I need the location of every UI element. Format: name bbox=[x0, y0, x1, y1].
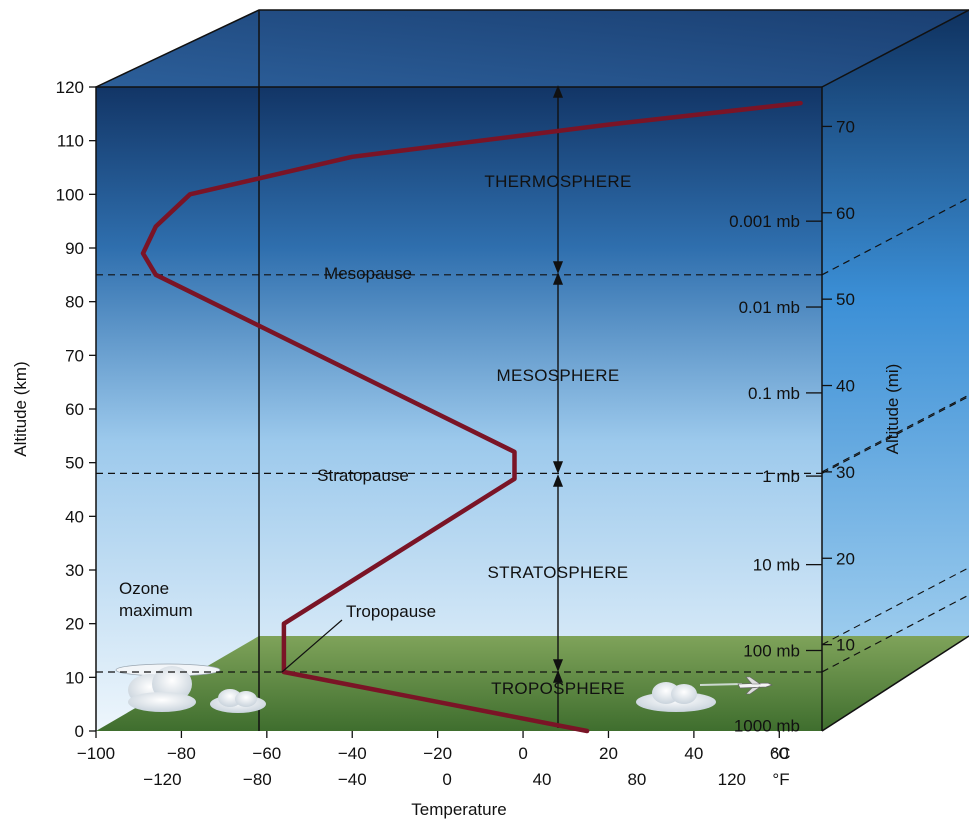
x-tick-label-c-2: −60 bbox=[252, 744, 281, 763]
layer-arrow bbox=[552, 85, 564, 728]
mile-side-line-1 bbox=[821, 394, 969, 473]
layer-label-thermosphere: THERMOSPHERE bbox=[484, 172, 631, 191]
pressure-label-1: 0.01 mb bbox=[739, 298, 800, 317]
tropopause-leader-line bbox=[281, 619, 343, 673]
y-tick-label-mi-6: 70 bbox=[836, 117, 855, 136]
layer-label-stratosphere: STRATOSPHERE bbox=[488, 563, 629, 582]
box-top-face bbox=[96, 10, 969, 87]
x-tick-label-c-3: −40 bbox=[338, 744, 367, 763]
cloud-small bbox=[210, 689, 266, 713]
box-top-outline bbox=[95, 9, 969, 88]
x-tick-label-f-4: 40 bbox=[533, 770, 552, 789]
y-tick-label-mi-3: 40 bbox=[836, 377, 855, 396]
pressure-label-3: 1 mb bbox=[762, 467, 800, 486]
pressure-label-5: 100 mb bbox=[743, 642, 800, 661]
layer-label-troposphere: TROPOSPHERE bbox=[491, 679, 625, 698]
y-tick-label-km-10: 100 bbox=[56, 185, 84, 204]
x-tick-label-f-5: 80 bbox=[627, 770, 646, 789]
box-right-top-edge bbox=[821, 9, 969, 88]
y-tick-label-km-9: 90 bbox=[65, 239, 84, 258]
y-tick-label-km-5: 50 bbox=[65, 454, 84, 473]
x-tick-label-c-0: −100 bbox=[77, 744, 115, 763]
box-right-face bbox=[822, 10, 969, 731]
temperature-profile-line bbox=[140, 100, 803, 734]
y-axis-title-km: Altitude (km) bbox=[11, 361, 30, 456]
y-tick-label-mi-5: 60 bbox=[836, 204, 855, 223]
y-tick-label-km-3: 30 bbox=[65, 561, 84, 580]
ground-surface bbox=[96, 636, 969, 731]
stratopause-label: Stratopause bbox=[317, 466, 409, 485]
y-tick-label-mi-1: 20 bbox=[836, 549, 855, 568]
x-tick-label-c-8: 60 bbox=[770, 744, 789, 763]
y-tick-label-mi-4: 50 bbox=[836, 290, 855, 309]
unit-fahrenheit: °F bbox=[772, 770, 789, 789]
layer-label-mesosphere: MESOSPHERE bbox=[497, 366, 620, 385]
ozone-label-line2: maximum bbox=[119, 601, 193, 620]
y-tick-label-km-12: 120 bbox=[56, 78, 84, 97]
mile-side-line-0 bbox=[821, 567, 969, 646]
y-tick-label-mi-0: 10 bbox=[836, 636, 855, 655]
pressure-label-2: 0.1 mb bbox=[748, 384, 800, 403]
y-tick-label-km-7: 70 bbox=[65, 346, 84, 365]
cloud-right bbox=[636, 682, 716, 712]
x-tick-label-c-7: 40 bbox=[684, 744, 703, 763]
y-tick-label-km-8: 80 bbox=[65, 293, 84, 312]
x-tick-label-f-2: −40 bbox=[338, 770, 367, 789]
pressure-label-0: 0.001 mb bbox=[729, 212, 800, 231]
ozone-label-line1: Ozone bbox=[119, 579, 169, 598]
y-tick-label-km-11: 110 bbox=[57, 132, 84, 151]
boundary-side-line-2 bbox=[821, 594, 969, 673]
x-tick-label-f-1: −80 bbox=[243, 770, 272, 789]
y-tick-label-mi-2: 30 bbox=[836, 463, 855, 482]
x-tick-label-c-1: −80 bbox=[167, 744, 196, 763]
boundary-side-line-0 bbox=[821, 197, 969, 276]
pressure-label-6: 1000 mb bbox=[734, 717, 800, 736]
y-axis-title-mi: Altitude (mi) bbox=[883, 364, 902, 455]
boundary-side-line-1 bbox=[821, 395, 969, 474]
y-tick-label-km-2: 20 bbox=[65, 615, 84, 634]
x-axis-title: Temperature bbox=[411, 800, 506, 819]
mesopause-label: Mesopause bbox=[324, 264, 412, 283]
y-tick-label-km-0: 0 bbox=[75, 722, 84, 741]
tropopause-label: Tropopause bbox=[346, 602, 436, 621]
x-tick-label-f-3: 0 bbox=[442, 770, 451, 789]
airplane-icon bbox=[699, 676, 773, 695]
x-tick-label-c-6: 20 bbox=[599, 744, 618, 763]
box-right-bottom-edge bbox=[821, 635, 969, 732]
x-tick-label-f-6: 120 bbox=[718, 770, 746, 789]
box-front-face bbox=[96, 87, 822, 731]
y-tick-label-km-4: 40 bbox=[65, 507, 84, 526]
unit-celsius: °C bbox=[771, 744, 790, 763]
x-tick-label-c-5: 0 bbox=[518, 744, 527, 763]
storm-cloud bbox=[115, 663, 221, 712]
x-tick-label-c-4: −20 bbox=[423, 744, 452, 763]
x-tick-label-f-0: −120 bbox=[143, 770, 181, 789]
pressure-label-4: 10 mb bbox=[753, 556, 800, 575]
y-tick-label-km-1: 10 bbox=[65, 668, 84, 687]
y-tick-label-km-6: 60 bbox=[65, 400, 84, 419]
